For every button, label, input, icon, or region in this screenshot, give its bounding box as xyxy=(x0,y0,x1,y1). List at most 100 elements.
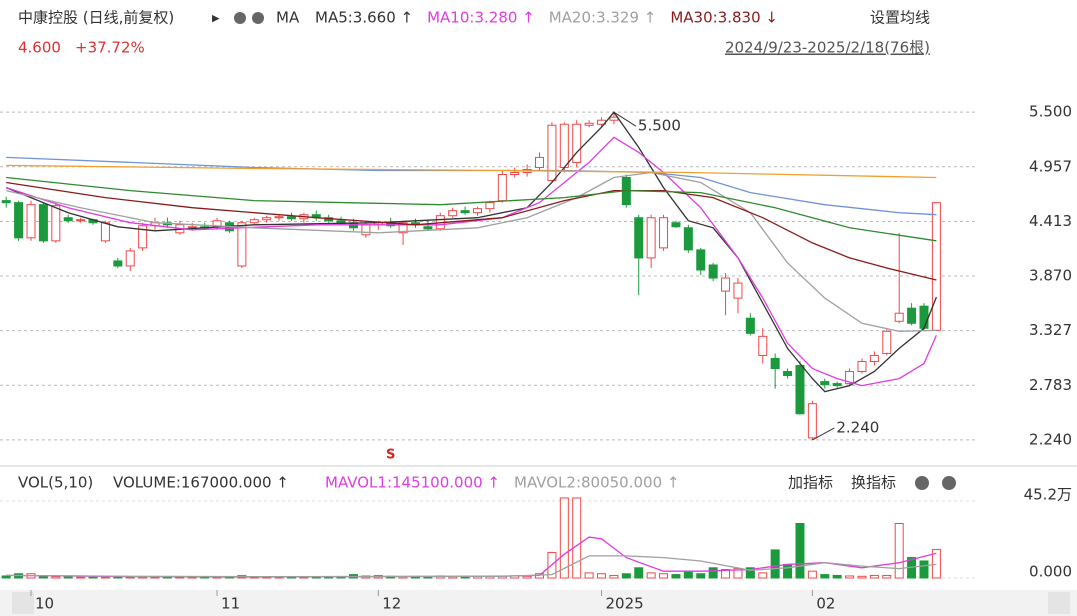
candle-body xyxy=(845,371,855,385)
annotation-label: 5.500 xyxy=(638,117,681,135)
candle-body xyxy=(807,403,817,439)
candle-body xyxy=(274,216,284,219)
candle-body xyxy=(535,156,545,168)
volume-bar xyxy=(1,575,11,579)
candle-body xyxy=(721,277,731,292)
y-tick-label: 0.000 xyxy=(1029,563,1072,581)
candle-body xyxy=(497,173,507,202)
settings-button[interactable]: 设置均线 xyxy=(870,9,930,27)
candle-body xyxy=(832,383,842,387)
candle-body xyxy=(336,220,346,224)
x-tick-label: 12 xyxy=(382,595,401,613)
scroll-left[interactable] xyxy=(12,592,34,614)
close-icon[interactable] xyxy=(252,12,264,24)
volume-indicator: VOL(5,10) xyxy=(18,474,93,492)
volume-bar xyxy=(733,568,743,579)
candle-body xyxy=(448,210,458,217)
volume-bar xyxy=(683,571,693,579)
candle-body xyxy=(820,381,830,386)
volume-bar xyxy=(770,549,780,579)
candle-body xyxy=(671,222,681,228)
volume-bar xyxy=(584,572,594,579)
settings-icon[interactable] xyxy=(234,12,246,24)
tool-button[interactable]: 加指标 xyxy=(788,474,833,492)
volume-bar xyxy=(869,574,879,579)
volume-bar xyxy=(88,576,98,579)
volume-bar xyxy=(795,523,805,579)
volume-bar xyxy=(882,574,892,579)
volume-bar xyxy=(621,573,631,579)
volume-bar xyxy=(721,568,731,579)
ma-line xyxy=(6,555,937,578)
candle-body xyxy=(770,357,780,370)
candle-body xyxy=(361,224,371,236)
candle-body xyxy=(659,217,669,249)
expand-icon[interactable]: ▸ xyxy=(212,9,220,27)
volume-bar xyxy=(894,523,904,579)
volume-bar xyxy=(758,572,768,579)
candle-body xyxy=(894,312,904,322)
candle-body xyxy=(14,202,24,239)
ma-line xyxy=(6,176,937,242)
annotation-arrow xyxy=(613,111,637,127)
x-tick-label: 02 xyxy=(816,595,835,613)
y-tick-label: 5.500 xyxy=(1029,103,1072,121)
candle-body xyxy=(783,371,793,377)
candle-body xyxy=(745,317,755,334)
volume-bar xyxy=(646,572,656,579)
candle-body xyxy=(609,116,619,121)
volume-bar xyxy=(696,573,706,579)
volume-bar xyxy=(522,575,532,579)
price-label: 4.600 xyxy=(18,39,61,57)
volume-bar xyxy=(634,567,644,579)
change-label: +37.72% xyxy=(75,39,145,57)
volume-bar xyxy=(820,574,830,579)
candle-body xyxy=(38,204,48,242)
annotation-arrow xyxy=(812,427,835,441)
y-tick-label: 45.2万 xyxy=(1024,486,1072,504)
candle-body xyxy=(869,354,879,362)
volume-bar xyxy=(671,574,681,579)
candle-body xyxy=(584,122,594,126)
ma-line xyxy=(6,164,937,179)
close-icon[interactable] xyxy=(942,476,956,490)
scroll-right[interactable] xyxy=(1048,592,1070,614)
candle-body xyxy=(510,171,520,175)
tool-button[interactable]: 换指标 xyxy=(851,474,896,492)
candle-body xyxy=(237,222,247,267)
candle-body xyxy=(634,217,644,259)
candle-body xyxy=(26,204,36,239)
x-axis-band xyxy=(0,590,1077,616)
candle-body xyxy=(138,225,148,249)
volume-bar xyxy=(100,576,110,579)
x-tick-label: 10 xyxy=(35,595,54,613)
x-tick-label: 11 xyxy=(221,595,240,613)
candle-body xyxy=(76,219,86,222)
candle-body xyxy=(262,217,272,221)
candle-body xyxy=(473,208,482,214)
candle-body xyxy=(696,249,706,271)
candle-body xyxy=(51,205,61,242)
volume-bar xyxy=(38,575,48,579)
candle-body xyxy=(398,222,408,234)
candle-body xyxy=(919,305,929,329)
candle-body xyxy=(646,217,656,259)
legend-item: MAVOL2:80050.000 ↑ xyxy=(514,474,679,492)
volume-bar xyxy=(572,497,582,579)
x-tick-label: 2025 xyxy=(606,595,644,613)
legend-item: MA5:3.660 ↑ xyxy=(315,9,413,27)
candle-body xyxy=(286,216,296,220)
volume-bar xyxy=(597,573,607,579)
settings-icon[interactable] xyxy=(915,476,929,490)
range-label[interactable]: 2024/9/23-2025/2/18(76根) xyxy=(725,39,930,57)
signal-marker: S xyxy=(386,448,395,463)
volume-bar xyxy=(845,575,855,579)
candle-body xyxy=(708,264,718,279)
candle-body xyxy=(733,282,743,299)
candle-body xyxy=(125,250,135,267)
y-tick-label: 2.783 xyxy=(1029,376,1072,394)
candle-body xyxy=(882,330,892,354)
candle-body xyxy=(547,124,557,182)
